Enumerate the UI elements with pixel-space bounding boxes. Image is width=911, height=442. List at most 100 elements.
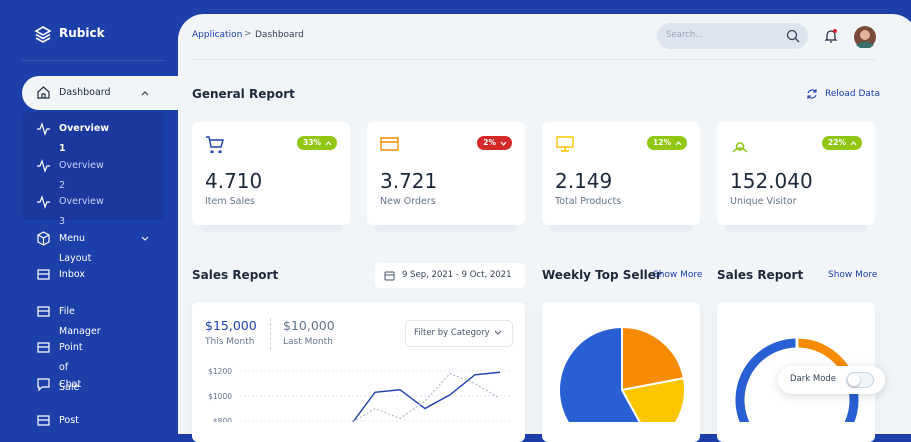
- stat-value: 152.040: [730, 169, 813, 193]
- stat-label: New Orders: [380, 196, 436, 207]
- divider: [22, 60, 164, 61]
- menu-icon: [37, 306, 50, 317]
- menu-icon: [37, 269, 50, 280]
- date-picker[interactable]: 9 Sep, 2021 - 9 Oct, 2021: [375, 263, 525, 288]
- card-icon: [732, 142, 748, 153]
- logo: [34, 26, 52, 43]
- menu-icon: [37, 122, 50, 136]
- trend-arrow: [675, 141, 682, 146]
- icon-path: [37, 231, 50, 246]
- menu-label: Inbox: [59, 269, 85, 280]
- icon-path: [206, 136, 224, 153]
- menu-label: Post: [59, 415, 79, 426]
- menu-label: Chat: [59, 379, 82, 390]
- icon-path: [37, 195, 50, 209]
- breadcrumb-root[interactable]: Application: [192, 30, 243, 40]
- trend-arrow: [850, 141, 857, 146]
- icon-path: [380, 137, 399, 151]
- chevron-path: [141, 91, 149, 96]
- menu-label: Dashboard: [59, 87, 111, 98]
- stat-card: 12% 2.149 Total Products: [542, 122, 700, 225]
- icon-path: [37, 159, 50, 173]
- menu-icon: [37, 231, 50, 246]
- brand: Rubick: [59, 26, 105, 40]
- trend-arrow: [325, 141, 332, 146]
- trend-badge: 33%: [297, 136, 337, 150]
- pie-slice: [558, 325, 641, 422]
- page: Rubick Dashboard Overview 1 Overview 2 Over…: [22, 14, 911, 442]
- stat-card: 22% 152.040 Unique Visitor: [717, 122, 875, 225]
- menu-icon: [37, 342, 50, 353]
- pie-slice: [620, 377, 686, 422]
- trend-arrow: [500, 141, 507, 146]
- icon-path: [556, 136, 574, 152]
- breadcrumb-sep: >: [244, 29, 252, 39]
- last-month-label: Last Month: [283, 337, 333, 347]
- divider: [192, 59, 876, 60]
- line-chart: $1200 $1000 $800: [208, 367, 512, 422]
- card-icon: [206, 136, 224, 153]
- icon-path: [732, 142, 748, 153]
- stat-label: Item Sales: [205, 196, 255, 207]
- menu-icon: [37, 159, 50, 173]
- notification-icon[interactable]: [824, 28, 838, 44]
- dark-mode-toggle[interactable]: Dark Mode: [778, 366, 885, 394]
- menu-label: File Manager: [59, 306, 101, 337]
- arrow-path: [850, 141, 857, 146]
- icon-path: [37, 86, 50, 99]
- card-icon: [380, 137, 399, 151]
- section-title: General Report: [192, 87, 295, 101]
- stat-label: Total Products: [555, 196, 622, 207]
- icon-path: [37, 342, 50, 353]
- this-month-value: $15,000: [205, 318, 257, 333]
- menu-icon: [37, 415, 50, 426]
- stat-card: 33% 4.710 Item Sales: [192, 122, 350, 225]
- section-title: Sales Report: [192, 268, 279, 282]
- arrow-path: [675, 141, 682, 146]
- sales-line: [352, 371, 501, 422]
- filter-label: Filter by Category: [414, 328, 490, 338]
- this-month-label: This Month: [205, 337, 255, 347]
- show-more[interactable]: Show More: [828, 270, 878, 280]
- chevron: [494, 330, 502, 335]
- sales-line: [351, 372, 501, 422]
- dark-mode-label: Dark Mode: [790, 374, 837, 384]
- sales-card: $15,000 This Month $10,000 Last Month Fi…: [192, 302, 525, 442]
- card-icon: [556, 136, 574, 152]
- donut-slice: [732, 335, 862, 422]
- menu-label: Overview 1: [59, 123, 110, 154]
- chevron: [141, 91, 149, 96]
- icon-path: [37, 378, 50, 392]
- active-pill: [22, 76, 192, 110]
- date-range: 9 Sep, 2021 - 9 Oct, 2021: [402, 270, 512, 280]
- section-title: Weekly Top Seller: [542, 268, 662, 282]
- stat-label: Unique Visitor: [730, 196, 797, 207]
- section-title: Sales Report: [717, 268, 804, 282]
- show-more[interactable]: Show More: [653, 270, 703, 280]
- filter-dropdown[interactable]: Filter by Category: [405, 320, 513, 347]
- submenu-bg: [22, 112, 164, 220]
- icon-path: [37, 122, 50, 136]
- menu-icon: [37, 378, 50, 392]
- search-placeholder: Search...: [666, 30, 704, 40]
- divider: [270, 318, 272, 350]
- search-box[interactable]: Search...: [657, 23, 808, 49]
- donut-chart: [732, 335, 862, 422]
- icon-path: [37, 306, 50, 317]
- switch: [846, 372, 874, 388]
- stat-card: 2% 3.721 New Orders: [367, 122, 525, 225]
- reload-button[interactable]: Reload Data: [825, 89, 880, 99]
- switch-knob: [848, 374, 860, 386]
- icon-path: [37, 269, 50, 280]
- avatar[interactable]: [853, 25, 877, 49]
- breadcrumb-current: Dashboard: [255, 30, 304, 40]
- menu-icon: [37, 195, 50, 209]
- arrow-path: [325, 141, 332, 146]
- y-tick-label: $800: [213, 417, 232, 422]
- y-tick-label: $1200: [208, 367, 232, 376]
- reload-icon: [807, 89, 817, 99]
- pie-chart: [558, 325, 686, 422]
- search-icon: [786, 29, 800, 43]
- menu-label: Overview 2: [59, 160, 104, 191]
- menu-label: Menu Layout: [59, 233, 92, 264]
